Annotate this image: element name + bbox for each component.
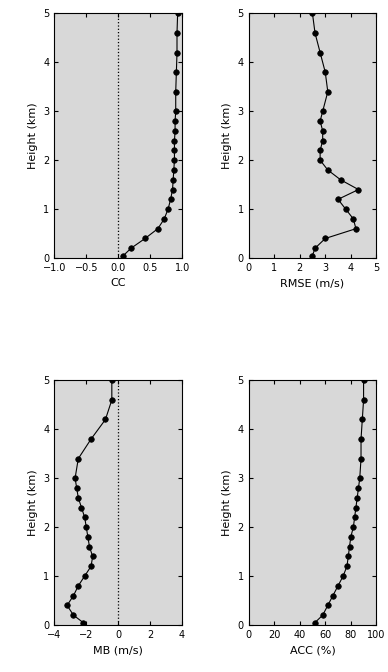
Y-axis label: Height (km): Height (km) xyxy=(28,102,38,169)
Y-axis label: Height (km): Height (km) xyxy=(222,469,232,536)
X-axis label: MB (m/s): MB (m/s) xyxy=(93,645,143,655)
X-axis label: ACC (%): ACC (%) xyxy=(289,645,335,655)
X-axis label: RMSE (m/s): RMSE (m/s) xyxy=(281,278,345,288)
Y-axis label: Height (km): Height (km) xyxy=(28,469,38,536)
X-axis label: CC: CC xyxy=(111,278,126,288)
Y-axis label: Height (km): Height (km) xyxy=(222,102,232,169)
